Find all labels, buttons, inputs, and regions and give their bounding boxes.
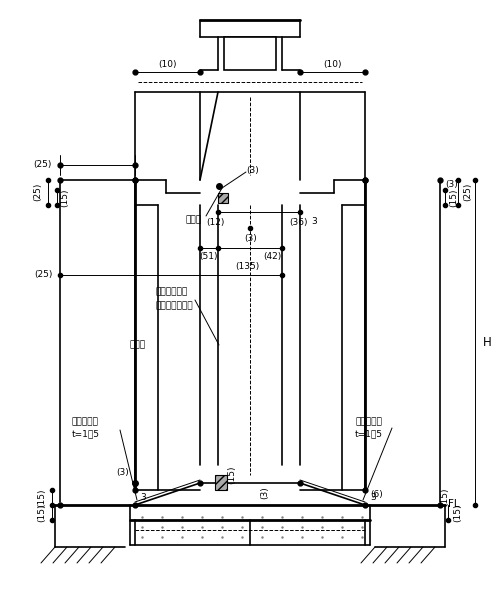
Bar (224, 37, 276, 70)
Text: (15): (15) (38, 504, 46, 522)
Bar (218, 193, 228, 203)
Text: (15): (15) (454, 504, 462, 522)
Text: (25): (25) (464, 183, 472, 201)
Text: (3): (3) (246, 166, 260, 175)
Text: (15): (15) (228, 466, 236, 484)
Text: H: H (482, 336, 492, 349)
Text: (10): (10) (323, 59, 342, 68)
Text: (3): (3) (260, 487, 270, 499)
Text: 両開き戸の場合: 両開き戸の場合 (155, 301, 192, 311)
Text: (10): (10) (158, 59, 177, 68)
Text: (12): (12) (206, 217, 224, 226)
Text: (3): (3) (116, 469, 130, 478)
Text: 気密材: 気密材 (130, 340, 146, 349)
Text: (36): (36) (289, 217, 307, 226)
Text: (25): (25) (33, 160, 51, 169)
Text: (3): (3) (446, 179, 458, 188)
Text: ステンレス: ステンレス (355, 418, 382, 427)
Text: (3): (3) (244, 233, 258, 242)
Text: (15): (15) (38, 489, 46, 507)
Text: (42): (42) (263, 253, 281, 262)
Text: 扉の召合わせ: 扉の召合わせ (155, 287, 187, 296)
Text: t=1．5: t=1．5 (72, 430, 100, 439)
Text: FL: FL (448, 499, 460, 509)
Text: (15): (15) (450, 189, 458, 207)
Text: (135): (135) (235, 263, 259, 271)
Text: (25): (25) (34, 271, 52, 280)
Text: 3: 3 (140, 493, 146, 502)
Text: (15): (15) (60, 189, 70, 207)
Bar (215, 475, 227, 490)
Text: 気密材: 気密材 (186, 215, 202, 224)
Text: t=1．5: t=1．5 (355, 430, 383, 439)
Text: 3: 3 (311, 217, 317, 226)
Text: ステンレス: ステンレス (72, 418, 99, 427)
Text: (51): (51) (199, 253, 217, 262)
Text: 3: 3 (370, 493, 376, 502)
Text: (15): (15) (440, 488, 450, 506)
Text: (6): (6) (370, 491, 384, 499)
Text: (25): (25) (34, 183, 42, 201)
